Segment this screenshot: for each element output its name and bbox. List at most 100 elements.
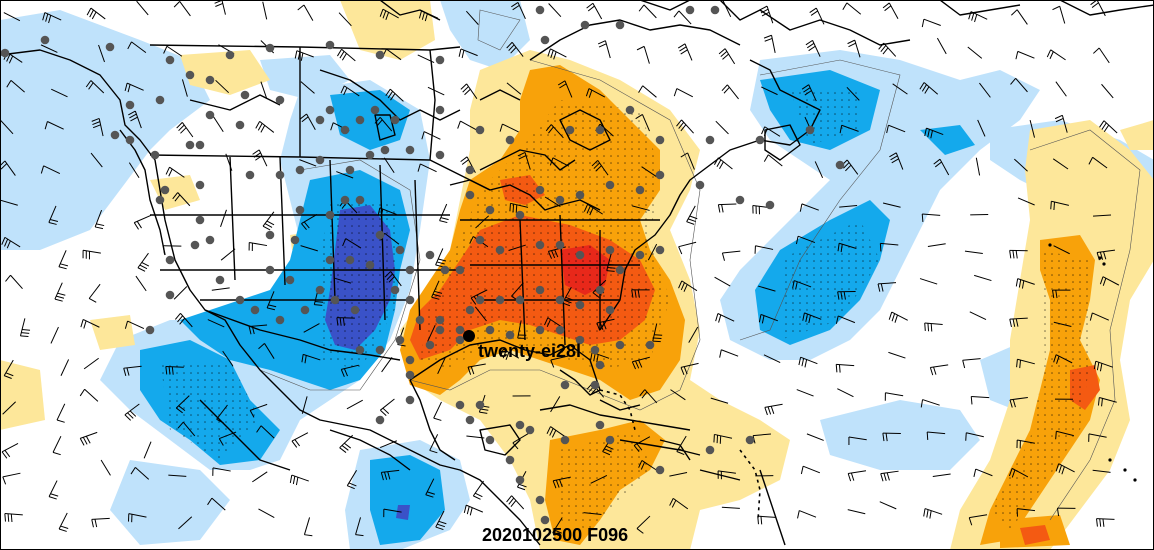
- anomaly-contours: [259, 9, 1141, 521]
- wind-barb: [717, 470, 736, 480]
- wind-barb: [795, 235, 816, 245]
- wind-barb: [847, 509, 866, 515]
- station-dot: [185, 70, 195, 80]
- wind-barb: [44, 121, 64, 130]
- wind-barb: [597, 40, 611, 59]
- station-dot: [205, 75, 215, 85]
- station-dot: [685, 5, 695, 15]
- station-dot: [705, 135, 715, 145]
- wind-barb: [439, 203, 449, 224]
- wind-barb: [688, 326, 699, 343]
- station-dot: [605, 305, 615, 315]
- station-dot: [125, 100, 135, 110]
- station-dot: [405, 295, 415, 305]
- wind-barb: [676, 119, 694, 134]
- wind-barb: [463, 504, 484, 516]
- station-dot: [455, 325, 465, 335]
- station-dot: [655, 465, 665, 475]
- wind-barb: [546, 426, 566, 438]
- wind-barb: [421, 131, 441, 140]
- wind-barb: [970, 396, 990, 405]
- station-dot: [365, 260, 375, 270]
- wind-barb: [124, 82, 144, 93]
- station-dot: [390, 115, 400, 125]
- station-dot: [315, 155, 325, 165]
- wind-barb: [50, 326, 59, 344]
- wind-barb: [255, 120, 275, 133]
- wind-barb: [252, 149, 268, 167]
- wind-barb: [632, 205, 650, 211]
- wind-barb: [249, 403, 268, 418]
- wind-barb: [517, 151, 531, 170]
- station-dot: [205, 110, 215, 120]
- wind-barb: [475, 215, 490, 229]
- wind-barb: [837, 388, 854, 398]
- wind-barb: [638, 85, 657, 98]
- wind-barb: [222, 350, 234, 367]
- wind-barb: [88, 283, 101, 303]
- wind-barb: [2, 401, 16, 415]
- station-dot: [655, 245, 665, 255]
- station-dot: [735, 195, 745, 205]
- wind-barb: [3, 359, 14, 379]
- wind-barb: [758, 313, 778, 324]
- wind-barb: [837, 242, 857, 253]
- wind-barb: [173, 1, 191, 17]
- island-specks: [1048, 243, 1137, 482]
- station-dot: [245, 170, 255, 180]
- wind-barb: [924, 127, 944, 139]
- wind-barb: [719, 349, 739, 358]
- station-dot: [635, 250, 645, 260]
- wind-barb: [176, 122, 194, 138]
- wind-barb: [835, 363, 855, 373]
- station-dot: [155, 95, 165, 105]
- station-dot: [405, 355, 415, 365]
- wind-barb: [433, 401, 442, 421]
- wind-barb: [678, 280, 698, 292]
- station-dot: [745, 435, 755, 445]
- wind-barb: [100, 459, 111, 476]
- station-dot: [240, 90, 250, 100]
- station-dot: [375, 50, 385, 60]
- wind-barb: [714, 276, 731, 287]
- wind-barb: [921, 18, 941, 28]
- station-dot: [575, 335, 585, 345]
- wind-barb: [181, 79, 188, 97]
- wind-barb: [377, 207, 397, 217]
- station-dot: [425, 250, 435, 260]
- station-dot: [195, 215, 205, 225]
- station-dot: [465, 415, 475, 425]
- wind-barb: [427, 86, 445, 96]
- station-dot: [710, 5, 720, 15]
- wind-barb: [40, 44, 58, 53]
- station-dot: [275, 170, 285, 180]
- wind-barb: [763, 154, 783, 167]
- wind-barb: [920, 399, 940, 408]
- station-dot: [435, 55, 445, 65]
- wind-barb: [848, 436, 867, 445]
- wind-barb: [809, 7, 825, 25]
- station-dot: [235, 295, 245, 305]
- storm-position-marker: [463, 330, 475, 342]
- wind-barb: [207, 319, 225, 328]
- wind-barb: [880, 470, 899, 482]
- station-dot: [435, 105, 445, 115]
- wind-barb: [40, 165, 61, 175]
- station-dot: [435, 325, 445, 335]
- wind-barb: [168, 474, 187, 477]
- wind-barb: [924, 322, 943, 332]
- wind-barb: [258, 343, 275, 359]
- wind-barb: [837, 291, 856, 300]
- wind-barb: [336, 171, 354, 179]
- wind-barb: [835, 315, 856, 324]
- wind-barb: [754, 245, 774, 254]
- wind-barb: [968, 514, 988, 526]
- wind-barb: [5, 274, 23, 290]
- wind-barb: [552, 517, 563, 537]
- wind-barb: [346, 470, 358, 490]
- station-dot: [415, 315, 425, 325]
- station-dot: [560, 380, 570, 390]
- wind-barb: [383, 508, 402, 518]
- wind-barb: [1052, 158, 1069, 170]
- station-dot: [565, 125, 575, 135]
